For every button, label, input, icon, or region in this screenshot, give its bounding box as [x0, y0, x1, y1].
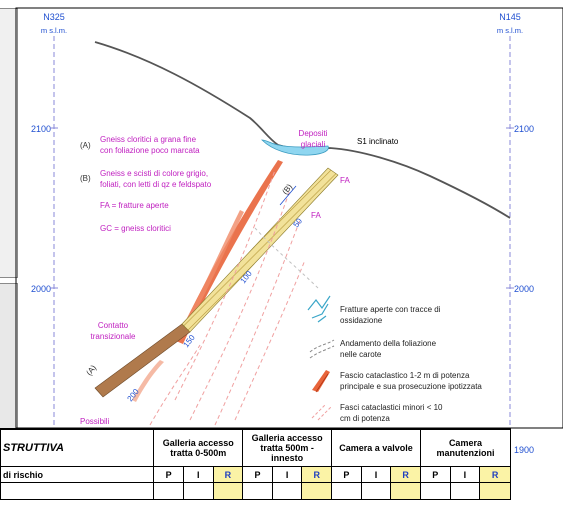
background-window-panel: [0, 8, 18, 278]
legend-cataclastic-minor-line2: cm di potenza: [340, 414, 390, 423]
foliation-icon: [309, 339, 335, 359]
glacial-deposits: [261, 139, 329, 156]
table-title: STRUTTIVA: [0, 429, 155, 467]
secondary-cataclastic-band: [186, 210, 244, 322]
left-tick-2000: 2000: [31, 284, 51, 294]
cataclastic-band-lower: [132, 360, 164, 402]
table-cell: [153, 482, 184, 500]
sub-i: I: [182, 466, 214, 483]
main-cataclastic-band: [176, 160, 283, 344]
cataclastic-minor-icon: [311, 403, 333, 421]
table-cell: [479, 482, 511, 500]
legend-cataclastic-main-line2: principale e sua prosecuzione ipotizzata: [340, 382, 482, 391]
sub-i: I: [449, 466, 481, 483]
fa-label-lower: FA: [311, 211, 321, 220]
s1-label: S1 inclinato: [357, 137, 399, 146]
table-cell: [271, 482, 303, 500]
contatto-line2: transizionale: [91, 332, 136, 341]
sub-p: P: [242, 466, 273, 483]
right-tick-2000: 2000: [514, 284, 534, 294]
legend-gc: GC = gneiss cloritici: [100, 224, 171, 233]
fracture-icon: [307, 295, 331, 323]
risk-table: STRUTTIVA Galleria accesso tratta 0-500m…: [0, 428, 512, 505]
depositi-line2: glaciali: [301, 140, 326, 149]
sub-r: R: [479, 466, 511, 483]
col-camera-valvole: Camera a valvole: [331, 429, 421, 467]
depositi-line1: Depositi: [299, 129, 328, 138]
legend-fracture-line1: Fratture aperte con tracce di: [340, 305, 441, 314]
legend-cataclastic-minor-line1: Fasci cataclastici minori < 10: [340, 403, 443, 412]
row-rischio-label: di rischio: [0, 466, 155, 483]
legend-cataclastic-main-line1: Fascio cataclastico 1-2 m di potenza: [340, 371, 470, 380]
sub-r: R: [301, 466, 333, 483]
table-cell: [331, 482, 362, 500]
b-label: (B): [280, 182, 294, 196]
table-cell: [390, 482, 421, 500]
table-cell: [212, 482, 244, 500]
table-cell: [0, 482, 155, 500]
lithology-a-tag: (A): [80, 141, 91, 150]
sub-r: R: [390, 466, 421, 483]
cataclastic-main-icon: [312, 370, 330, 393]
fa-label-upper: FA: [340, 176, 350, 185]
lithology-a-line1: Gneiss cloritici a grana fine: [100, 135, 197, 144]
legend-foliation-line1: Andamento della foliazione: [340, 339, 437, 348]
table-cell: [419, 482, 451, 500]
sub-i: I: [360, 466, 392, 483]
a-label: (A): [84, 363, 98, 377]
right-header-code: N145: [499, 12, 521, 22]
sub-i: I: [271, 466, 303, 483]
lithology-a-line2: con foliazione poco marcata: [100, 146, 200, 155]
right-header-unit: m s.l.m.: [497, 26, 523, 35]
left-header-unit: m s.l.m.: [41, 26, 67, 35]
legend-fracture-line2: ossidazione: [340, 316, 383, 325]
col-galleria-500-innesto: Galleria accesso tratta 500m - innesto: [242, 429, 333, 467]
table-cell: [301, 482, 333, 500]
right-tick-1900: 1900: [514, 445, 534, 455]
sub-r: R: [212, 466, 244, 483]
col-galleria-0-500: Galleria accesso tratta 0-500m: [153, 429, 244, 467]
table-cell: [242, 482, 273, 500]
table-cell: [182, 482, 214, 500]
table-cell: [449, 482, 481, 500]
left-tick-2100: 2100: [31, 124, 51, 134]
legend-fa: FA = fratture aperte: [100, 201, 169, 210]
col-camera-manutenzioni: Camera manutenzioni: [419, 429, 512, 467]
possibili-label: Possibili: [80, 417, 110, 426]
sub-p: P: [331, 466, 362, 483]
lithology-b-line1: Gneiss e scisti di colore grigio,: [100, 169, 208, 178]
left-header-code: N325: [43, 12, 65, 22]
legend-foliation-line2: nelle carote: [340, 350, 382, 359]
sub-p: P: [419, 466, 451, 483]
lithology-b-line2: foliati, con letti di qz e feldspato: [100, 180, 212, 189]
contatto-line1: Contatto: [98, 321, 129, 330]
lithology-b-tag: (B): [80, 174, 91, 183]
right-tick-2100: 2100: [514, 124, 534, 134]
table-cell: [360, 482, 392, 500]
sub-p: P: [153, 466, 184, 483]
